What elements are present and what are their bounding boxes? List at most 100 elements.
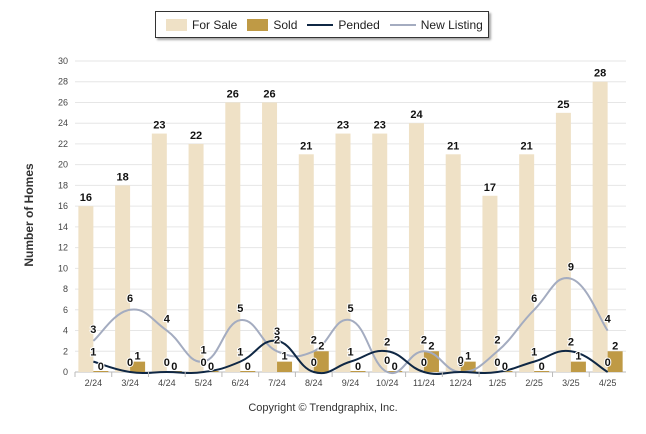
- x-tick-label: 1/25: [489, 378, 507, 388]
- new-listing-swatch: [389, 23, 416, 26]
- data-label-sold: 0: [208, 361, 214, 373]
- data-label-new-listing: 4: [164, 314, 171, 326]
- bar-for-sale: [372, 133, 388, 372]
- for-sale-swatch: [166, 18, 187, 31]
- copyright-text: Copyright © Trendgraphix, Inc.: [248, 402, 398, 414]
- bar-sold: [423, 351, 439, 372]
- x-tick-label: 11/24: [413, 378, 435, 388]
- data-label-for-sale: 21: [447, 140, 459, 152]
- data-label-for-sale: 23: [374, 120, 386, 132]
- legend-item-new-listing[interactable]: New Listing: [389, 17, 483, 32]
- data-label-new-listing: 2: [421, 334, 427, 346]
- data-label-for-sale: 26: [227, 88, 239, 100]
- y-axis-label: Number of Homes: [22, 163, 36, 267]
- bar-for-sale: [115, 185, 131, 372]
- data-label-pended: 2: [384, 336, 390, 348]
- legend-item-pended[interactable]: Pended: [307, 17, 380, 32]
- x-tick-label: 8/24: [305, 378, 323, 388]
- data-label-for-sale: 28: [594, 68, 606, 80]
- data-label-for-sale: 24: [410, 109, 423, 121]
- bar-for-sale: [592, 81, 608, 372]
- data-label-pended: 0: [458, 357, 464, 369]
- x-tick-label: 7/24: [268, 378, 286, 388]
- legend-label-new-listing: New Listing: [420, 17, 483, 32]
- bar-sold: [240, 371, 256, 372]
- x-tick-label: 12/24: [449, 378, 472, 388]
- x-tick-label: 2/25: [525, 378, 543, 388]
- x-tick-label: 10/24: [376, 378, 399, 388]
- lines: [92, 277, 609, 376]
- y-tick-label: 0: [63, 367, 68, 377]
- data-label-for-sale: 22: [190, 130, 202, 142]
- y-tick-label: 6: [63, 305, 68, 315]
- x-tick-label: 3/25: [562, 378, 580, 388]
- y-tick-label: 28: [58, 77, 68, 87]
- data-label-sold: 1: [575, 351, 581, 363]
- bar-sold: [607, 351, 623, 372]
- legend-label-for-sale: For Sale: [192, 17, 238, 32]
- line-new-listing: [92, 277, 609, 375]
- legend-item-for-sale[interactable]: For Sale: [166, 18, 237, 32]
- x-tick-label: 5/24: [195, 378, 213, 388]
- data-label-new-listing: 3: [90, 324, 96, 336]
- data-label-for-sale: 23: [153, 120, 165, 132]
- y-tick-label: 24: [58, 118, 68, 128]
- data-label-pended: 0: [127, 357, 133, 369]
- data-label-pended: 1: [347, 347, 353, 359]
- data-label-sold: 2: [428, 340, 434, 352]
- data-label-for-sale: 17: [484, 182, 496, 194]
- y-tick-label: 8: [63, 284, 68, 294]
- data-label-for-sale: 23: [337, 120, 349, 132]
- data-label-pended: 1: [237, 347, 243, 359]
- bar-for-sale: [188, 143, 204, 372]
- x-tick-label: 3/24: [121, 378, 139, 388]
- data-label-new-listing: 6: [127, 293, 133, 305]
- x-tick-label: 4/25: [599, 378, 617, 388]
- legend-label-pended: Pended: [338, 17, 380, 32]
- data-label-new-listing: 2: [311, 334, 317, 346]
- bar-sold: [350, 371, 366, 372]
- data-label-pended: 0: [164, 357, 170, 369]
- data-label-sold: 0: [171, 361, 177, 373]
- bar-for-sale: [151, 133, 167, 372]
- bar-sold: [93, 371, 109, 372]
- data-label-sold: 0: [539, 361, 545, 373]
- data-label-pended: 1: [90, 347, 96, 359]
- bar-sold: [534, 371, 550, 372]
- data-label-for-sale: 18: [116, 171, 128, 183]
- data-label-new-listing: 6: [531, 293, 537, 305]
- y-tick-label: 20: [58, 160, 68, 170]
- x-tick-label: 6/24: [232, 378, 250, 388]
- legend-label-sold: Sold: [273, 17, 298, 32]
- data-label-new-listing: 0: [384, 355, 390, 367]
- data-label-sold: 1: [135, 351, 141, 363]
- data-label-new-listing: 5: [237, 303, 243, 315]
- data-label-pended: 1: [531, 347, 537, 359]
- x-tick-label: 4/24: [158, 378, 176, 388]
- x-tick-label: 2/24: [85, 378, 103, 388]
- data-label-pended: 0: [201, 357, 207, 369]
- data-label-new-listing: 2: [494, 334, 500, 346]
- bar-sold: [387, 371, 403, 372]
- legend-item-sold[interactable]: Sold: [247, 18, 297, 32]
- data-label-sold: 0: [502, 361, 508, 373]
- data-label-for-sale: 25: [557, 99, 569, 111]
- data-label-sold: 2: [612, 340, 618, 352]
- data-label-new-listing: 9: [568, 262, 574, 274]
- data-label-new-listing: 2: [274, 334, 280, 346]
- data-label-new-listing: 0: [458, 355, 464, 367]
- y-tick-label: 18: [58, 180, 68, 190]
- data-label-sold: 1: [465, 351, 471, 363]
- pended-swatch: [307, 23, 334, 26]
- data-label-sold: 1: [281, 351, 287, 363]
- line-pended: [93, 339, 609, 376]
- bar-for-sale: [445, 154, 461, 372]
- data-label-sold: 2: [318, 340, 324, 352]
- data-label-pended: 0: [605, 357, 611, 369]
- data-label-sold: 0: [245, 361, 251, 373]
- bar-for-sale: [335, 133, 351, 372]
- bar-for-sale: [225, 102, 241, 372]
